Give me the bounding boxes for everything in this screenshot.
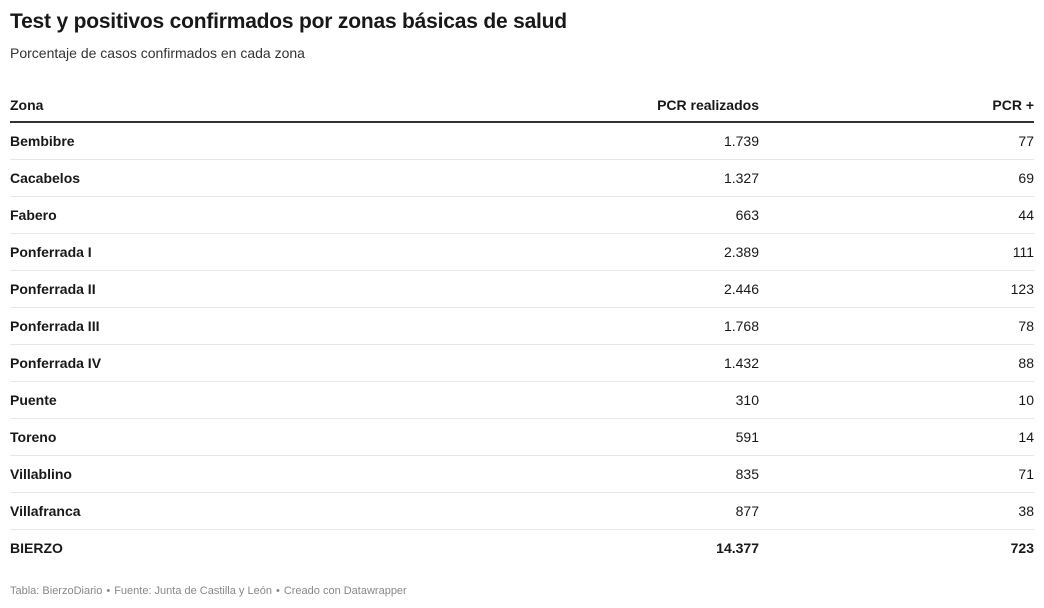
table-row: Puente 310 10 xyxy=(10,381,1034,419)
cell-pcr-realizados: 591 xyxy=(570,418,759,456)
cell-pcr-realizados: 2.389 xyxy=(570,233,759,271)
cell-zona: Villablino xyxy=(10,455,570,493)
cell-zona: Ponferrada IV xyxy=(10,344,570,382)
table-row: Bembibre 1.739 77 xyxy=(10,122,1034,160)
cell-pcr-positivos: 723 xyxy=(1010,540,1034,556)
footer-separator: • xyxy=(275,585,280,597)
column-header-pcr-positivos[interactable]: PCR + xyxy=(759,89,1034,123)
chart-title: Test y positivos confirmados por zonas b… xyxy=(10,10,567,33)
cell-zona: Fabero xyxy=(10,196,570,234)
chart-footer: Tabla: BierzoDiario • Fuente: Junta de Cas… xyxy=(10,584,407,598)
cell-pcr-positivos: 71 xyxy=(759,455,1034,493)
cell-pcr-positivos: 77 xyxy=(759,122,1034,160)
chart-container: Test y positivos confirmados por zonas b… xyxy=(10,8,1034,556)
cell-pcr-positivos: 69 xyxy=(759,159,1034,197)
cell-pcr-positivos: 111 xyxy=(759,233,1034,271)
column-header-pcr-realizados[interactable]: PCR realizados xyxy=(570,89,759,123)
table-header-row: Zona PCR realizados PCR + xyxy=(10,89,1034,123)
cell-pcr-realizados: 2.446 xyxy=(570,270,759,308)
cell-pcr-realizados: 14.377 xyxy=(716,540,759,556)
cell-zona: Puente xyxy=(10,381,570,419)
footer-fuente: Fuente: Junta de Castilla y León xyxy=(114,585,272,597)
cell-zona: Bembibre xyxy=(10,122,570,160)
table-row: Cacabelos 1.327 69 xyxy=(10,159,1034,197)
table-row-total: BIERZO 14.377 723 xyxy=(10,530,1034,567)
cell-pcr-positivos: 123 xyxy=(759,270,1034,308)
cell-pcr-realizados: 1.739 xyxy=(570,122,759,160)
cell-pcr-positivos: 14 xyxy=(759,418,1034,456)
footer-tabla: Tabla: BierzoDiario xyxy=(10,585,103,597)
table-row: Ponferrada II 2.446 123 xyxy=(10,270,1034,308)
table-body: Bembibre 1.739 77 Cacabelos 1.327 69 Fabero 663… xyxy=(10,122,1034,566)
cell-zona: Ponferrada I xyxy=(10,233,570,271)
cell-pcr-realizados: 310 xyxy=(570,381,759,419)
cell-zona: Ponferrada III xyxy=(10,307,570,345)
cell-pcr-realizados: 663 xyxy=(570,196,759,234)
table-row: Ponferrada IV 1.432 88 xyxy=(10,344,1034,382)
cell-pcr-positivos: 10 xyxy=(759,381,1034,419)
cell-zona: Cacabelos xyxy=(10,159,570,197)
table-row: Ponferrada I 2.389 111 xyxy=(10,233,1034,271)
cell-pcr-realizados: 1.327 xyxy=(570,159,759,197)
cell-pcr-realizados: 877 xyxy=(570,492,759,530)
table-row: Toreno 591 14 xyxy=(10,418,1034,456)
cell-pcr-positivos: 78 xyxy=(759,307,1034,345)
cell-zona: Ponferrada II xyxy=(10,270,570,308)
cell-zona: BIERZO xyxy=(10,540,63,556)
cell-pcr-realizados: 835 xyxy=(570,455,759,493)
cell-pcr-positivos: 88 xyxy=(759,344,1034,382)
cell-pcr-positivos: 44 xyxy=(759,196,1034,234)
column-header-zona[interactable]: Zona xyxy=(10,89,570,123)
cell-pcr-realizados: 1.432 xyxy=(570,344,759,382)
table-row: Villafranca 877 38 xyxy=(10,492,1034,530)
chart-subtitle: Porcentaje de casos confirmados en cada … xyxy=(10,45,305,61)
table-row: Ponferrada III 1.768 78 xyxy=(10,307,1034,345)
data-table: Zona PCR realizados PCR + Bembibre 1.739 7… xyxy=(10,89,1034,566)
table-row: Fabero 663 44 xyxy=(10,196,1034,234)
cell-zona: Toreno xyxy=(10,418,570,456)
footer-creado: Creado con Datawrapper xyxy=(283,585,407,597)
cell-zona: Villafranca xyxy=(10,492,570,530)
table-row: Villablino 835 71 xyxy=(10,455,1034,493)
footer-separator: • xyxy=(106,585,111,597)
cell-pcr-realizados: 1.768 xyxy=(570,307,759,345)
cell-pcr-positivos: 38 xyxy=(759,492,1034,530)
